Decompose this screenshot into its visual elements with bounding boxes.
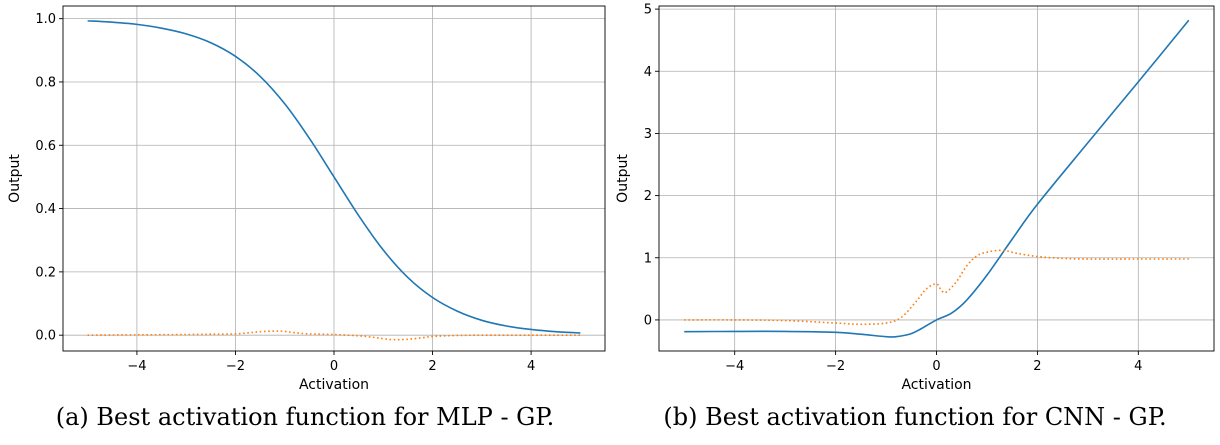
y-tick-label-3: 3 [644, 127, 652, 142]
x-tick-label-1: −2 [226, 359, 245, 374]
y-tick-label-5: 1.0 [35, 12, 56, 27]
y-tick-label-0: 0.0 [35, 329, 56, 344]
y-axis-label: Output [7, 154, 23, 203]
x-tick-label-3: 2 [428, 359, 436, 374]
chart-panel-a: −4 −2 0 2 4 0.0 0.2 0.4 0.6 0.8 1.0 Activation Outpu… [7, 5, 606, 431]
chart-b: −4 −2 0 2 4 0 1 2 3 4 5 Activation Output [615, 3, 1215, 393]
y-tick-label-0: 0 [644, 313, 652, 328]
x-tick-label-0: −4 [127, 359, 146, 374]
chart-a: −4 −2 0 2 4 0.0 0.2 0.4 0.6 0.8 1.0 Activation Outpu… [7, 5, 606, 393]
x-tick-label-3: 2 [1033, 359, 1041, 374]
y-tick-label-2: 0.4 [35, 202, 56, 217]
x-tick-label-2: 0 [330, 359, 338, 374]
x-tick-label-2: 0 [932, 359, 940, 374]
y-axis-label: Output [615, 154, 631, 203]
x-axis-label: Activation [299, 377, 369, 393]
y-tick-label-4: 0.8 [35, 75, 56, 90]
x-tick-label-4: 4 [527, 359, 535, 374]
x-tick-label-1: −2 [826, 359, 845, 374]
y-tick-label-1: 1 [644, 251, 652, 266]
x-tick-label-0: −4 [725, 359, 744, 374]
caption-a: (a) Best activation function for MLP - G… [55, 403, 555, 431]
y-tick-label-5: 5 [644, 3, 652, 18]
y-tick-label-2: 2 [644, 189, 652, 204]
series-line-solid [87, 20, 581, 334]
x-tick-label-4: 4 [1134, 359, 1142, 374]
series-line-dotted [684, 249, 1189, 326]
series-line-solid [684, 19, 1190, 338]
x-axis-label: Activation [901, 377, 971, 393]
caption-b: (b) Best activation function for CNN - G… [663, 403, 1167, 431]
y-tick-label-3: 0.6 [35, 139, 56, 154]
y-tick-label-4: 4 [644, 65, 652, 80]
chart-panel-b: −4 −2 0 2 4 0 1 2 3 4 5 Activation Output (b) Best a… [610, 0, 1220, 445]
y-tick-label-1: 0.2 [35, 265, 56, 280]
